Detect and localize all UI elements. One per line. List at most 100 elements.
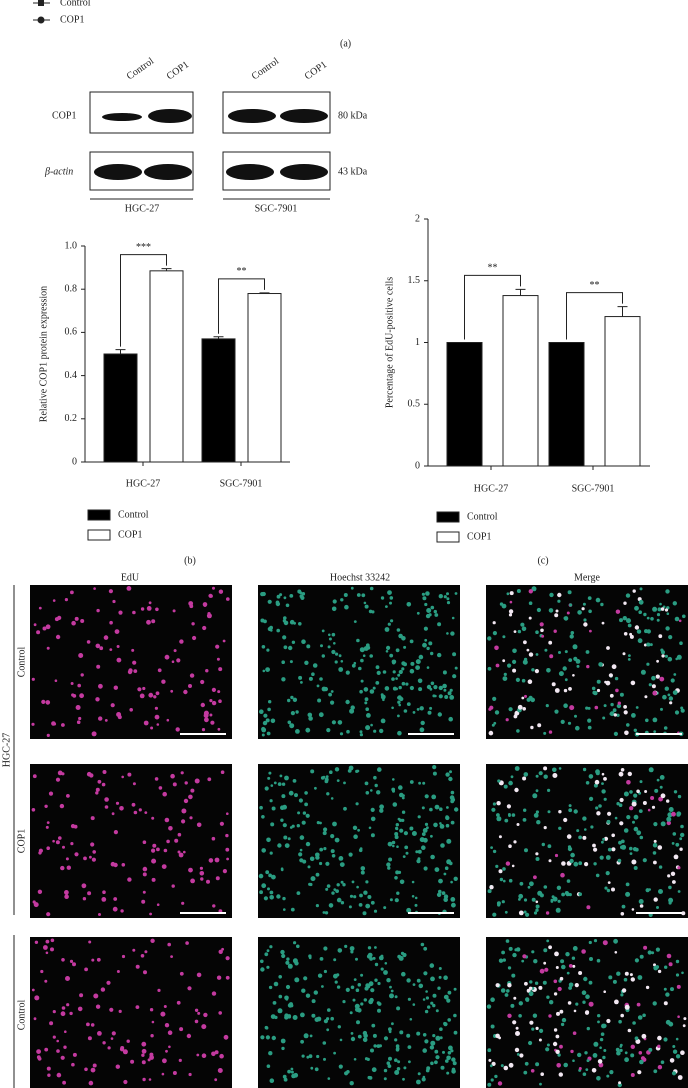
cell-nucleus — [566, 834, 572, 839]
cell-nucleus — [336, 897, 342, 903]
cell-nucleus — [62, 845, 65, 849]
cell-nucleus — [593, 1041, 599, 1047]
cell-nucleus — [411, 880, 415, 884]
cell-nucleus — [671, 842, 675, 845]
cell-nucleus — [132, 782, 136, 786]
cell-nucleus — [33, 1017, 37, 1021]
cell-nucleus — [46, 733, 50, 738]
cell-nucleus — [502, 659, 506, 663]
cell-nucleus — [319, 861, 323, 866]
cell-nucleus — [92, 1063, 97, 1068]
cell-nucleus — [422, 596, 427, 601]
cell-nucleus — [122, 1049, 128, 1055]
cell-nucleus — [394, 1038, 398, 1042]
cell-nucleus — [664, 965, 668, 969]
cell-nucleus — [454, 592, 458, 595]
cell-nucleus — [377, 767, 382, 772]
legend-swatch — [87, 529, 111, 541]
cell-nucleus — [319, 957, 324, 961]
cell-nucleus — [131, 648, 135, 652]
cell-nucleus — [44, 979, 48, 983]
blot-band — [148, 109, 192, 123]
cell-nucleus — [614, 999, 619, 1005]
bar — [201, 338, 236, 463]
cell-nucleus — [261, 733, 265, 737]
cell-nucleus — [505, 939, 510, 943]
cell-nucleus — [211, 836, 216, 841]
column-title: Merge — [574, 572, 600, 583]
cell-nucleus — [170, 773, 175, 779]
cell-nucleus — [676, 654, 682, 660]
cell-nucleus — [608, 673, 614, 678]
cell-nucleus — [365, 725, 371, 731]
cell-nucleus — [531, 586, 537, 592]
cell-nucleus — [206, 879, 210, 884]
cell-nucleus — [492, 631, 497, 636]
cell-nucleus — [339, 862, 345, 867]
cell-nucleus — [528, 589, 533, 594]
cell-nucleus — [208, 593, 213, 598]
cell-nucleus — [540, 628, 544, 633]
cell-nucleus — [60, 1011, 66, 1017]
cell-nucleus — [170, 689, 174, 693]
cell-nucleus — [150, 938, 155, 943]
cell-nucleus — [363, 1033, 368, 1038]
cell-nucleus — [495, 983, 500, 988]
cell-nucleus — [527, 679, 533, 684]
cell-nucleus — [216, 657, 220, 661]
cell-nucleus — [178, 1058, 182, 1062]
cell-nucleus — [421, 845, 426, 850]
cell-nucleus — [118, 1009, 122, 1014]
cell-nucleus — [519, 1053, 524, 1058]
cell-nucleus — [374, 946, 377, 949]
cell-nucleus — [422, 828, 428, 833]
cell-nucleus — [451, 616, 455, 620]
cell-nucleus — [524, 1061, 529, 1066]
cell-nucleus — [344, 944, 348, 949]
cell-nucleus — [672, 832, 677, 836]
cell-nucleus — [149, 912, 153, 916]
cell-nucleus — [450, 897, 456, 902]
cell-nucleus — [359, 733, 363, 737]
cell-nucleus — [359, 689, 363, 694]
cell-nucleus — [423, 971, 428, 976]
cell-nucleus — [307, 865, 311, 869]
cell-nucleus — [630, 1073, 635, 1077]
cell-nucleus — [518, 898, 521, 901]
cell-nucleus — [31, 722, 35, 726]
cell-nucleus — [425, 613, 431, 619]
cell-nucleus — [508, 946, 513, 951]
cell-nucleus — [545, 704, 549, 708]
cell-nucleus — [271, 1035, 276, 1041]
cell-nucleus — [641, 1033, 647, 1039]
cell-nucleus — [183, 689, 188, 695]
cell-nucleus — [66, 1003, 70, 1007]
cell-nucleus — [639, 780, 643, 784]
cell-nucleus — [270, 718, 276, 724]
cell-nucleus — [439, 1036, 443, 1040]
cell-nucleus — [360, 679, 364, 683]
cell-nucleus — [356, 593, 361, 597]
blot-band — [228, 109, 276, 123]
cell-nucleus — [267, 707, 271, 712]
cell-nucleus — [663, 1001, 668, 1006]
cell-nucleus — [447, 1018, 452, 1022]
cell-nucleus — [535, 774, 539, 778]
cell-nucleus — [172, 609, 176, 613]
cell-nucleus — [389, 596, 394, 600]
cell-nucleus — [334, 980, 338, 984]
cell-nucleus — [504, 818, 509, 823]
cell-nucleus — [427, 1005, 431, 1009]
cell-nucleus — [529, 980, 533, 984]
cell-nucleus — [521, 626, 527, 632]
cell-nucleus — [353, 895, 357, 899]
cell-nucleus — [370, 833, 375, 838]
cell-nucleus — [207, 777, 212, 782]
cell-nucleus — [41, 699, 46, 705]
cell-nucleus — [362, 654, 366, 657]
cell-nucleus — [184, 781, 188, 785]
cell-nucleus — [500, 1064, 504, 1068]
cell-nucleus — [637, 1070, 642, 1075]
cell-nucleus — [316, 1054, 320, 1059]
y-tick-label: 0.6 — [65, 327, 78, 338]
